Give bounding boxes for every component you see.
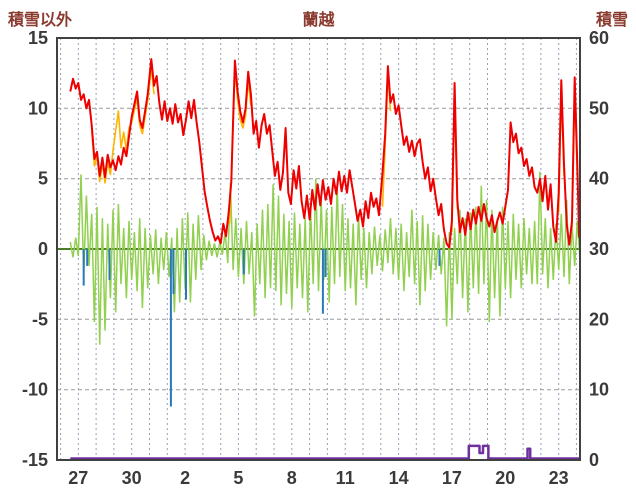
svg-text:-5: -5	[32, 309, 48, 329]
svg-text:11: 11	[336, 468, 355, 488]
svg-text:5: 5	[233, 468, 243, 488]
svg-text:15: 15	[28, 28, 48, 48]
svg-text:10: 10	[589, 380, 609, 400]
svg-text:-15: -15	[22, 450, 48, 470]
svg-text:20: 20	[495, 468, 515, 488]
left-axis-title: 積雪以外	[8, 12, 73, 29]
svg-text:30: 30	[589, 239, 609, 259]
svg-text:27: 27	[68, 468, 88, 488]
svg-text:2: 2	[180, 468, 190, 488]
svg-text:30: 30	[122, 468, 142, 488]
svg-text:14: 14	[389, 468, 409, 488]
svg-text:0: 0	[589, 450, 599, 470]
svg-text:10: 10	[28, 98, 48, 118]
svg-text:0: 0	[38, 239, 48, 259]
svg-text:50: 50	[589, 98, 609, 118]
svg-text:17: 17	[442, 468, 462, 488]
svg-text:5: 5	[38, 169, 48, 189]
svg-text:20: 20	[589, 309, 609, 329]
svg-text:60: 60	[589, 28, 609, 48]
svg-text:8: 8	[287, 468, 297, 488]
chart-title: 蘭越	[302, 12, 335, 29]
svg-text:23: 23	[549, 468, 569, 488]
svg-text:40: 40	[589, 169, 609, 189]
right-axis-title: 積雪	[595, 12, 628, 29]
svg-text:-10: -10	[22, 380, 48, 400]
